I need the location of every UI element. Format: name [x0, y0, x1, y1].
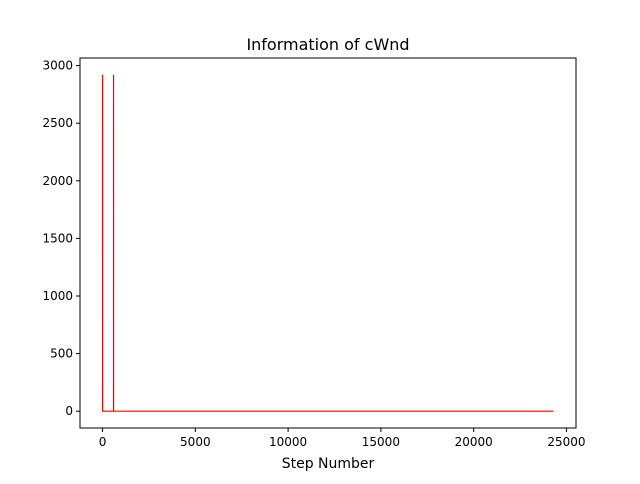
y-tick-label: 500 [50, 347, 73, 361]
plot-frame [79, 57, 577, 429]
series-layer [101, 74, 554, 412]
x-tick-label: 25000 [547, 435, 585, 449]
y-tick-label: 0 [65, 404, 73, 418]
x-tick-label: 15000 [362, 435, 400, 449]
x-tick-label: 0 [99, 435, 107, 449]
x-tick-label: 10000 [269, 435, 307, 449]
y-tick-label: 2500 [42, 116, 73, 130]
y-tick-label: 2000 [42, 174, 73, 188]
series-line-0 [101, 74, 554, 412]
x-tick-label: 20000 [455, 435, 493, 449]
chart-title: Information of cWnd [246, 35, 409, 54]
x-axis-label: Step Number [282, 456, 375, 472]
y-tick-label: 1500 [42, 231, 73, 245]
axes-layer [79, 57, 577, 429]
y-tick-label: 1000 [42, 289, 73, 303]
y-tick-label: 3000 [42, 59, 73, 73]
ticks-layer: 0 5000 10000 15000 20000 25000 0 500 1000 1500 200… [42, 59, 585, 449]
x-tick-label: 5000 [180, 435, 211, 449]
